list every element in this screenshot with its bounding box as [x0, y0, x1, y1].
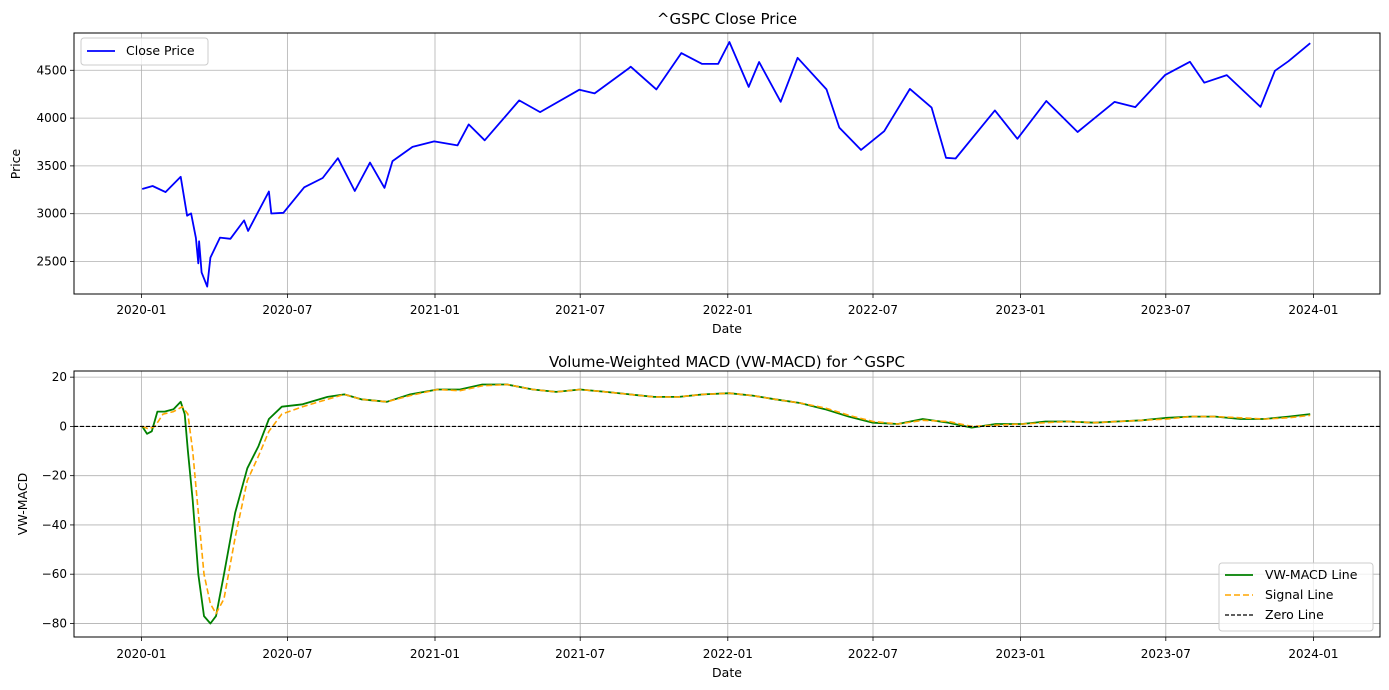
vw-macd-chart-title: Volume-Weighted MACD (VW-MACD) for ^GSPC: [549, 353, 905, 371]
close-price-x-axis-label: Date: [712, 321, 742, 336]
vw-macd-legend-label-zero: Zero Line: [1265, 607, 1324, 622]
y-tick-label: 3000: [36, 207, 67, 221]
close-price-legend-label: Close Price: [126, 43, 195, 58]
vw-macd-y-axis-label: VW-MACD: [15, 473, 30, 535]
x-tick-label: 2021-01: [410, 647, 460, 661]
x-tick-label: 2020-01: [116, 303, 166, 317]
x-tick-label: 2021-07: [555, 647, 605, 661]
x-tick-label: 2023-07: [1141, 303, 1191, 317]
vw-macd-axes-frame: [73, 370, 1381, 638]
vw-macd-y-ticks: 20 0 −20 −40 −60 −80: [42, 370, 74, 630]
x-tick-label: 2022-07: [848, 647, 898, 661]
y-tick-label: −60: [42, 567, 67, 581]
close-price-chart-title: ^GSPC Close Price: [657, 10, 797, 28]
x-tick-label: 2022-01: [703, 647, 753, 661]
x-tick-label: 2023-07: [1141, 647, 1191, 661]
close-price-panel: ^GSPC Close Price 2020-01 2020-07 2021-01 2…: [8, 10, 1381, 336]
vw-macd-legend: VW-MACD Line Signal Line Zero Line: [1218, 562, 1374, 632]
vw-macd-series: [74, 383, 1380, 625]
close-price-legend: Close Price: [80, 37, 209, 66]
close-price-series: [141, 41, 1311, 288]
y-tick-label: −20: [42, 469, 67, 483]
close-price-line: [141, 41, 1311, 288]
y-tick-label: 20: [52, 370, 67, 384]
close-price-axes-frame: [73, 32, 1381, 295]
x-tick-label: 2022-01: [703, 303, 753, 317]
y-tick-label: 2500: [36, 254, 67, 268]
y-tick-label: 4000: [36, 111, 67, 125]
vw-macd-legend-label-macd: VW-MACD Line: [1265, 567, 1358, 582]
x-tick-label: 2024-01: [1288, 303, 1338, 317]
vw-macd-x-axis-label: Date: [712, 665, 742, 680]
y-tick-label: 4500: [36, 63, 67, 77]
x-tick-label: 2021-07: [555, 303, 605, 317]
close-price-y-ticks: 2500 3000 3500 4000 4500: [36, 63, 74, 268]
x-tick-label: 2023-01: [996, 647, 1046, 661]
y-tick-label: −80: [42, 616, 67, 630]
x-tick-label: 2020-07: [262, 647, 312, 661]
y-tick-label: −40: [42, 518, 67, 532]
x-tick-label: 2022-07: [848, 303, 898, 317]
x-tick-label: 2020-07: [262, 303, 312, 317]
x-tick-label: 2024-01: [1288, 647, 1338, 661]
vw-macd-panel: Volume-Weighted MACD (VW-MACD) for ^GSPC…: [15, 353, 1381, 680]
vw-macd-legend-box: [1218, 562, 1374, 632]
y-tick-label: 3500: [36, 159, 67, 173]
x-tick-label: 2023-01: [996, 303, 1046, 317]
signal-line-line: [141, 383, 1311, 615]
vw-macd-x-ticks: 2020-01 2020-07 2021-01 2021-07 2022-01 2022-…: [116, 637, 1338, 661]
x-tick-label: 2021-01: [410, 303, 460, 317]
close-price-y-axis-label: Price: [8, 148, 23, 179]
close-price-grid: [74, 33, 1380, 294]
close-price-legend-box: [80, 37, 209, 66]
y-tick-label: 0: [59, 419, 67, 433]
x-tick-label: 2020-01: [116, 647, 166, 661]
close-price-x-ticks: 2020-01 2020-07 2021-01 2021-07 2022-01 2022-…: [116, 294, 1338, 317]
vw-macd-legend-label-signal: Signal Line: [1265, 587, 1334, 602]
